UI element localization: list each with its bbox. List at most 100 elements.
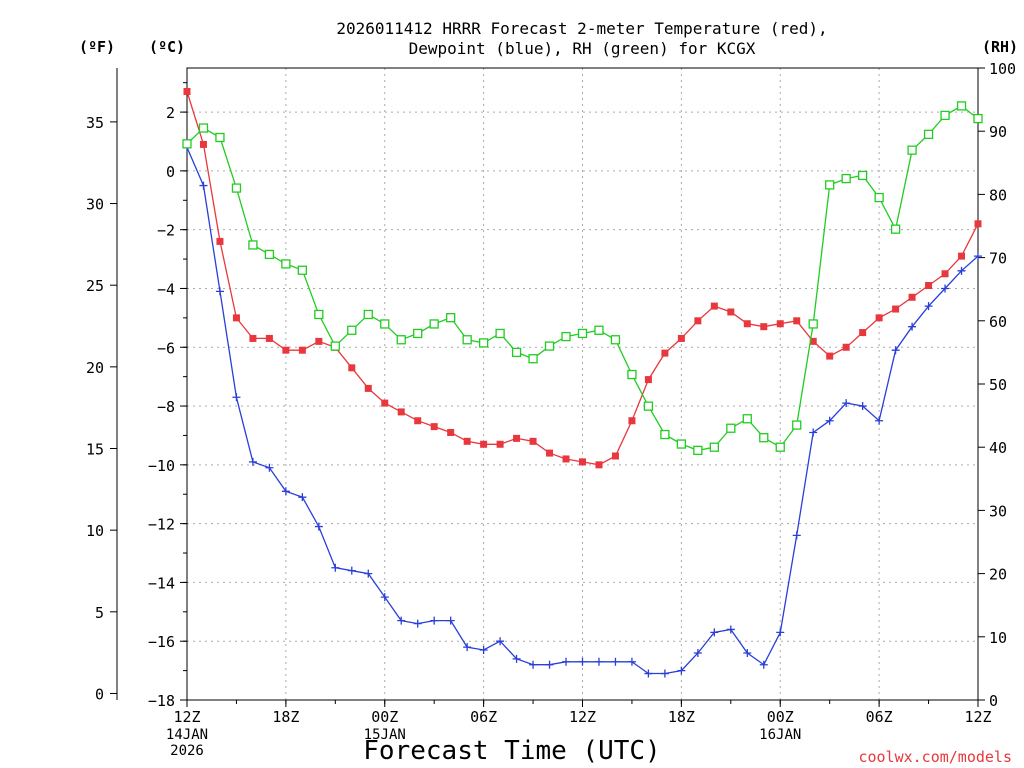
rh-tick-label: 20 xyxy=(989,566,1007,584)
temperature-point xyxy=(397,408,405,416)
rh-tick-label: 50 xyxy=(989,376,1007,394)
rh-point xyxy=(874,192,884,203)
rh-point xyxy=(182,139,192,149)
rh-point xyxy=(215,132,225,143)
rh-point xyxy=(841,173,851,184)
temperature-point xyxy=(381,399,389,407)
temperature-point xyxy=(974,220,982,228)
rh-point xyxy=(495,328,505,339)
rh-point xyxy=(775,442,785,452)
dewpoint-point xyxy=(726,625,735,634)
temperature-point xyxy=(480,440,488,448)
rh-tick-label: 60 xyxy=(989,313,1007,331)
rh-point xyxy=(462,335,472,345)
dewpoint-point xyxy=(545,660,554,669)
rh-point xyxy=(742,414,752,424)
chart-title-line-2: Dewpoint (blue), RH (green) for KCGX xyxy=(409,39,756,58)
dewpoint-point xyxy=(364,569,373,578)
temperature-point xyxy=(595,461,603,469)
dewpoint-point xyxy=(331,563,340,572)
rh-point xyxy=(792,420,802,430)
temperature-point xyxy=(908,293,916,301)
x-tick-label: 18Z xyxy=(668,708,695,726)
temperature-point xyxy=(364,384,372,392)
rh-tick-label: 40 xyxy=(989,439,1007,457)
dewpoint-point xyxy=(463,643,472,652)
temperature-point xyxy=(941,270,949,278)
fahrenheit-tick-label: 0 xyxy=(95,685,104,703)
temperature-point xyxy=(199,140,207,148)
dewpoint-point xyxy=(611,657,620,666)
temperature-point xyxy=(694,317,702,325)
temperature-point xyxy=(430,423,438,431)
dewpoint-point xyxy=(265,463,274,472)
celsius-tick-label: 2 xyxy=(166,104,175,122)
rh-point xyxy=(676,439,687,449)
rh-point xyxy=(643,401,654,411)
temperature-point xyxy=(232,314,240,322)
rh-point xyxy=(528,354,538,364)
rh-point xyxy=(314,309,324,320)
x-axis-title: Forecast Time (UTC) xyxy=(363,736,660,766)
rh-point xyxy=(956,101,967,111)
fahrenheit-tick-label: 10 xyxy=(86,522,104,540)
temperature-point xyxy=(628,417,636,425)
rh-point xyxy=(446,312,456,323)
axes: 12Z 18Z 00Z 06Z 12Z 18Z 00Z 06Z 12Z14JAN202615JA… xyxy=(86,60,1016,759)
celsius-tick-label: 0 xyxy=(166,163,175,181)
rh-point xyxy=(594,325,604,335)
rh-point xyxy=(297,265,308,275)
dewpoint-point xyxy=(974,252,982,261)
dewpoint-point xyxy=(479,646,488,655)
temperature-point xyxy=(644,376,652,384)
rh-unit-label: (RH) xyxy=(982,38,1018,56)
dewpoint-point xyxy=(446,616,455,625)
dewpoint-point xyxy=(496,637,505,646)
dewpoint-point xyxy=(380,593,389,602)
temperature-point xyxy=(875,314,883,322)
temperature-point xyxy=(496,440,504,448)
celsius-tick-label: −16 xyxy=(148,633,175,651)
temperature-point xyxy=(710,302,718,310)
dewpoint-point xyxy=(397,616,406,625)
rh-point xyxy=(808,319,818,329)
temperature-point xyxy=(414,417,422,425)
dewpoint-point xyxy=(314,522,323,531)
dewpoint-point xyxy=(924,302,933,311)
temperature-point xyxy=(562,455,570,463)
dewpoint-point xyxy=(792,531,801,540)
dewpoint-point xyxy=(232,393,241,402)
dewpoint-point xyxy=(644,669,653,678)
rh-point xyxy=(693,445,703,456)
celsius-tick-label: −2 xyxy=(157,222,175,240)
rh-point xyxy=(577,328,588,339)
rh-point xyxy=(231,183,242,193)
dewpoint-point xyxy=(693,648,702,657)
temperature-point xyxy=(546,449,554,457)
fahrenheit-tick-label: 15 xyxy=(86,441,104,459)
rh-tick-label: 0 xyxy=(989,692,998,710)
dewpoint-point xyxy=(858,402,867,411)
temperature-point xyxy=(727,308,735,316)
temperature-point xyxy=(677,334,685,342)
rh-point xyxy=(363,309,373,320)
temperature-point xyxy=(661,349,669,357)
temperature-point xyxy=(611,452,619,460)
temperature-point xyxy=(776,320,784,328)
rh-point xyxy=(610,335,621,345)
temperature-point xyxy=(925,282,933,290)
fahrenheit-tick-label: 25 xyxy=(86,277,104,295)
temperature-series xyxy=(183,88,982,469)
rh-point xyxy=(429,319,439,329)
temperature-point xyxy=(216,237,224,245)
rh-point xyxy=(627,369,637,380)
dewpoint-point xyxy=(809,428,818,437)
dewpoint-point xyxy=(248,457,257,466)
x-tick-label: 06Z xyxy=(866,708,893,726)
dewpoint-point xyxy=(594,657,603,666)
temperature-point xyxy=(826,352,834,360)
celsius-tick-label: −12 xyxy=(148,516,175,534)
x-tick-label: 18Z xyxy=(272,708,299,726)
rh-point xyxy=(198,123,209,133)
temperature-point xyxy=(859,329,867,337)
